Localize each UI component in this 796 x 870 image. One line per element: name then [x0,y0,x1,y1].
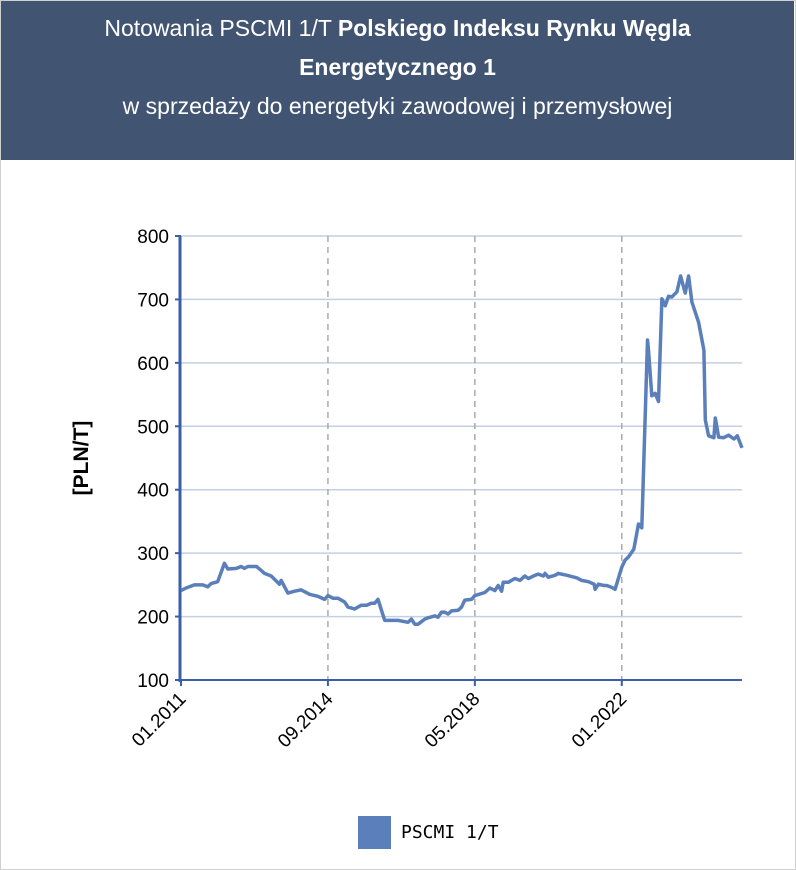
chart-header: Notowania PSCMI 1/T Polskiego Indeksu Ry… [1,1,794,160]
legend[interactable]: PSCMI 1/T [358,816,499,849]
title-line-3: w sprzedaży do energetyki zawodowej i pr… [122,93,673,119]
y-tick-label: 100 [137,671,169,692]
x-tick-label: 09.2014 [274,688,338,752]
y-tick-label: 500 [137,417,169,438]
legend-swatch [358,816,391,849]
x-tick-label: 01.2011 [128,689,190,751]
title-plain: Notowania PSCMI 1/T [104,15,338,41]
y-tick-label: 200 [137,608,169,629]
title-bold-2: Energetycznego 1 [299,54,496,80]
x-tick-label: 05.2018 [421,689,484,752]
y-tick-label: 800 [137,227,169,248]
y-axis-label: [PLN/T] [70,421,93,496]
y-tick-label: 600 [137,354,169,375]
title-line-1: Notowania PSCMI 1/T Polskiego Indeksu Ry… [1,9,794,48]
title-line-2: Energetycznego 1 [1,48,794,87]
y-tick-label: 300 [137,544,169,565]
y-tick-label: 400 [137,481,169,502]
legend-label: PSCMI 1/T [401,822,499,843]
x-tick-label: 01.2022 [568,689,631,752]
series-line-pscmi [180,274,744,626]
y-tick-label: 700 [137,290,169,311]
title-bold: Polskiego Indeksu Rynku Węgla [337,15,691,41]
